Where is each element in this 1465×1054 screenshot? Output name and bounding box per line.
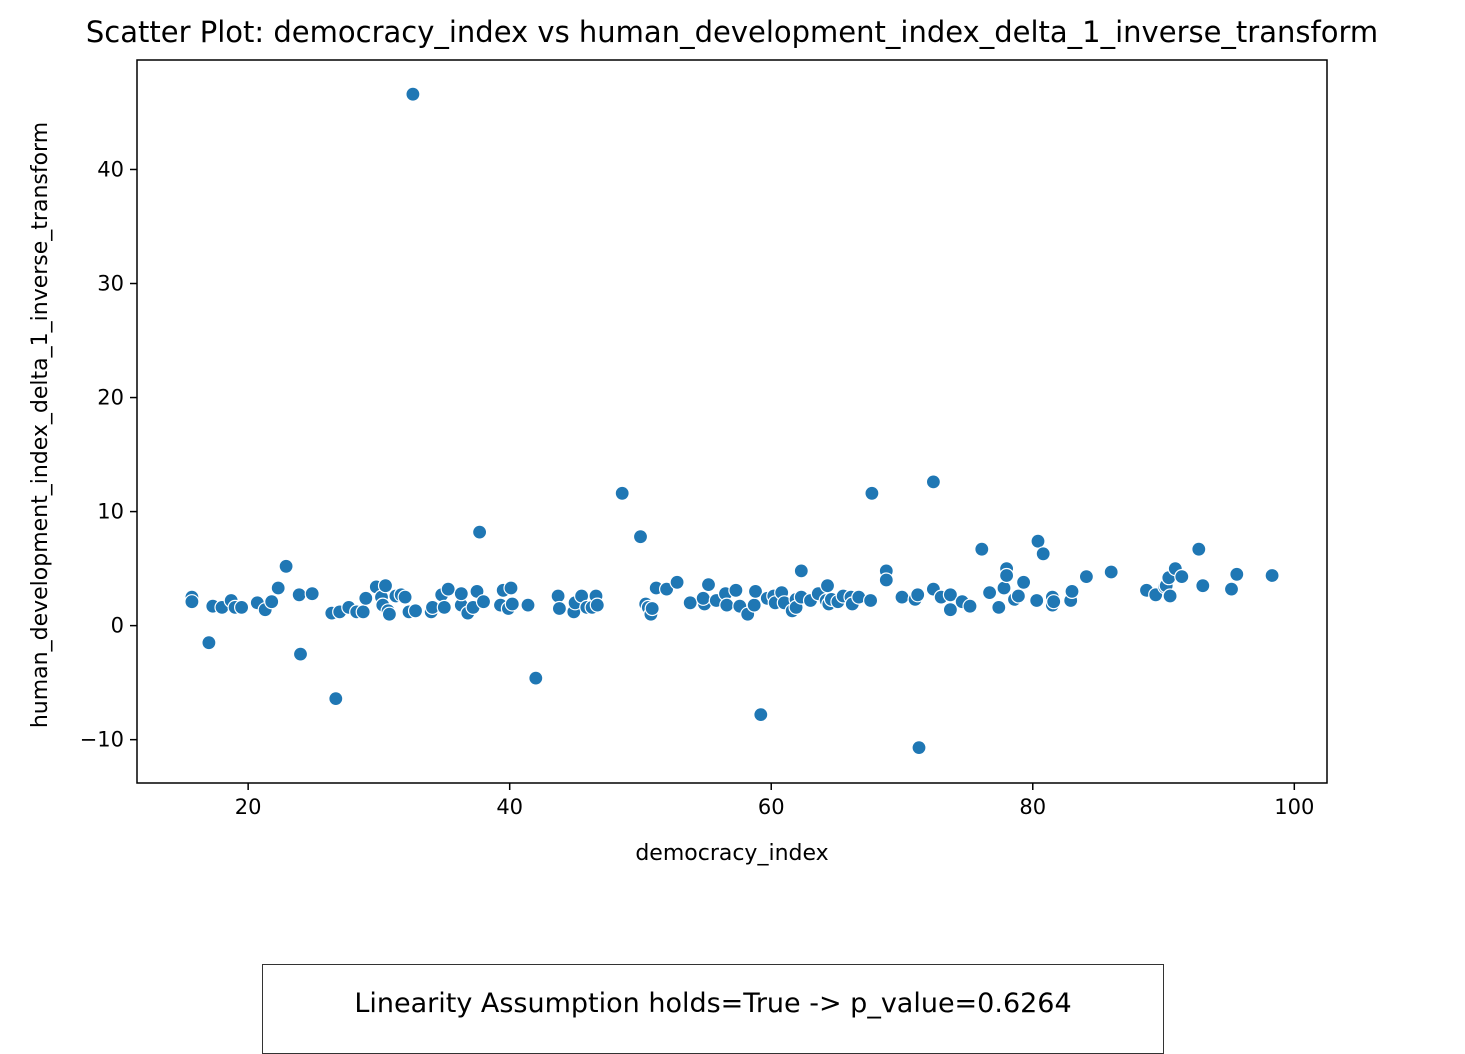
data-point [753,706,769,723]
data-point [405,86,421,102]
y-tick-label: 10 [97,500,124,524]
data-point [793,563,809,579]
x-tick-label: 80 [1019,795,1046,819]
x-axis-label: democracy_index [635,841,828,866]
data-point [355,604,371,620]
data-point [1030,533,1046,549]
data-point [440,581,456,597]
data-point [503,580,519,596]
data-point [962,598,978,614]
data-point [292,646,309,662]
y-tick-label: 40 [97,157,124,181]
data-point [550,588,566,604]
data-point [658,581,675,597]
data-point [472,524,488,540]
data-point [1046,594,1062,610]
annotation-text: Linearity Assumption holds=True -> p_val… [354,988,1072,1019]
data-point [719,597,735,613]
x-tick-label: 100 [1274,795,1314,819]
data-point [381,606,397,622]
data-point [1229,566,1245,582]
data-point [991,599,1007,616]
data-point [974,541,990,557]
data-point [695,590,711,606]
data-point [878,572,894,588]
data-point [1103,564,1119,580]
data-point [270,580,286,596]
data-point [998,567,1015,584]
data-point [528,670,544,686]
x-axis: 20 40 60 80 100 [235,783,1314,819]
data-point [669,574,685,590]
y-axis: −10 0 10 20 30 40 [80,157,137,752]
data-point [589,597,605,613]
data-point [910,587,926,603]
data-point [1191,541,1207,557]
data-point [862,592,879,609]
data-point [819,578,836,594]
data-point [328,690,344,707]
data-point [1174,568,1190,585]
data-point [942,587,959,603]
data-point [453,586,469,602]
annotation-box: Linearity Assumption holds=True -> p_val… [262,964,1164,1054]
x-tick-label: 20 [235,795,262,819]
y-tick-label: 30 [97,272,124,296]
data-point [520,597,536,613]
data-point [358,590,374,606]
data-point [911,739,927,756]
data-point [1162,588,1178,604]
data-point [377,578,394,594]
y-tick-label: 0 [111,614,124,638]
data-point [728,582,744,598]
data-point [407,603,424,619]
data-point [1035,546,1051,562]
points-layer [184,86,1280,756]
data-point [1223,581,1240,597]
data-point [746,597,762,613]
data-point [747,583,764,600]
data-point [700,576,717,593]
data-point [614,485,630,501]
y-axis-label: human_development_index_delta_1_inverse_… [28,122,53,728]
plot-frame [136,59,1328,784]
data-point [291,587,307,603]
data-point [201,635,217,651]
data-point [1264,567,1280,584]
data-point [1195,578,1211,594]
data-point [864,485,880,501]
data-point [184,594,200,610]
data-point [644,600,660,617]
data-point [1029,592,1045,609]
data-point [996,580,1012,596]
data-point [264,594,280,610]
data-point [436,599,452,616]
data-point [397,589,413,605]
data-point [1078,568,1095,585]
data-point [682,595,698,611]
data-point [1010,588,1027,604]
data-point [1064,583,1080,600]
data-point [1015,574,1032,590]
data-point [925,474,942,490]
data-point [551,600,568,617]
chart-title: Scatter Plot: democracy_index vs human_d… [86,15,1378,49]
data-point [234,599,250,616]
scatter-chart: Scatter Plot: democracy_index vs human_d… [28,15,1378,866]
data-point [894,589,910,605]
y-tick-label: 20 [97,386,124,410]
data-point [942,602,959,618]
data-point [304,586,320,602]
y-tick-label: −10 [80,728,124,752]
x-tick-label: 60 [758,795,785,819]
data-point [475,594,492,610]
data-point [504,596,520,612]
data-point [981,584,998,601]
data-point [278,558,294,574]
x-tick-label: 40 [496,795,523,819]
data-point [632,529,649,545]
